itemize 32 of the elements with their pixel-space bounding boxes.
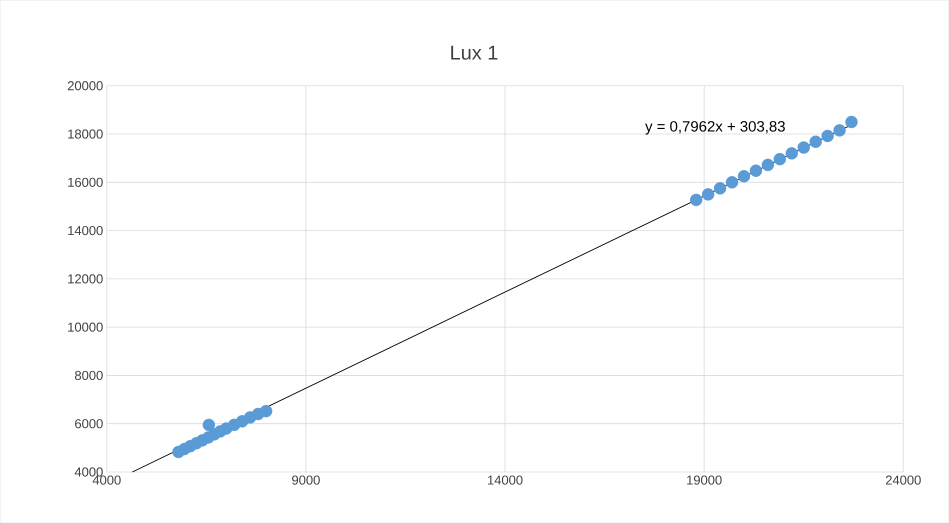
x-tick-label: 4000: [92, 476, 121, 485]
y-tick-label: 18000: [68, 130, 103, 139]
point: [762, 158, 774, 172]
point: [702, 188, 714, 201]
point: [809, 136, 822, 148]
y-tick-label: 14000: [68, 226, 103, 236]
point: [786, 147, 798, 160]
x-tick-label: 14000: [488, 476, 523, 485]
point: [750, 164, 762, 178]
point: [833, 124, 846, 137]
y-tick-label: 12000: [68, 274, 103, 284]
y-tick-label: 6000: [75, 419, 103, 428]
point: [738, 170, 750, 183]
y-tick-label: 10000: [68, 322, 103, 332]
point: [845, 116, 858, 128]
y-tick-label: 8000: [74, 370, 103, 380]
point: [821, 130, 834, 142]
point: [726, 176, 738, 189]
point: [260, 405, 272, 418]
point: [774, 153, 786, 166]
point: [798, 141, 810, 154]
x-tick-label: 19000: [687, 476, 722, 485]
annotation: y = 0,7962x + 303,83: [645, 121, 785, 135]
y-tick-label: 16000: [68, 178, 103, 188]
y-tick-label: 20000: [68, 81, 103, 90]
point: [714, 182, 726, 195]
point: [202, 418, 216, 432]
chart-title: Lux 1: [451, 46, 498, 60]
y-tick-label: 4000: [74, 468, 103, 477]
x-tick-label: 9000: [292, 476, 320, 485]
point: [690, 194, 702, 206]
x-tick-label: 24000: [886, 476, 921, 485]
